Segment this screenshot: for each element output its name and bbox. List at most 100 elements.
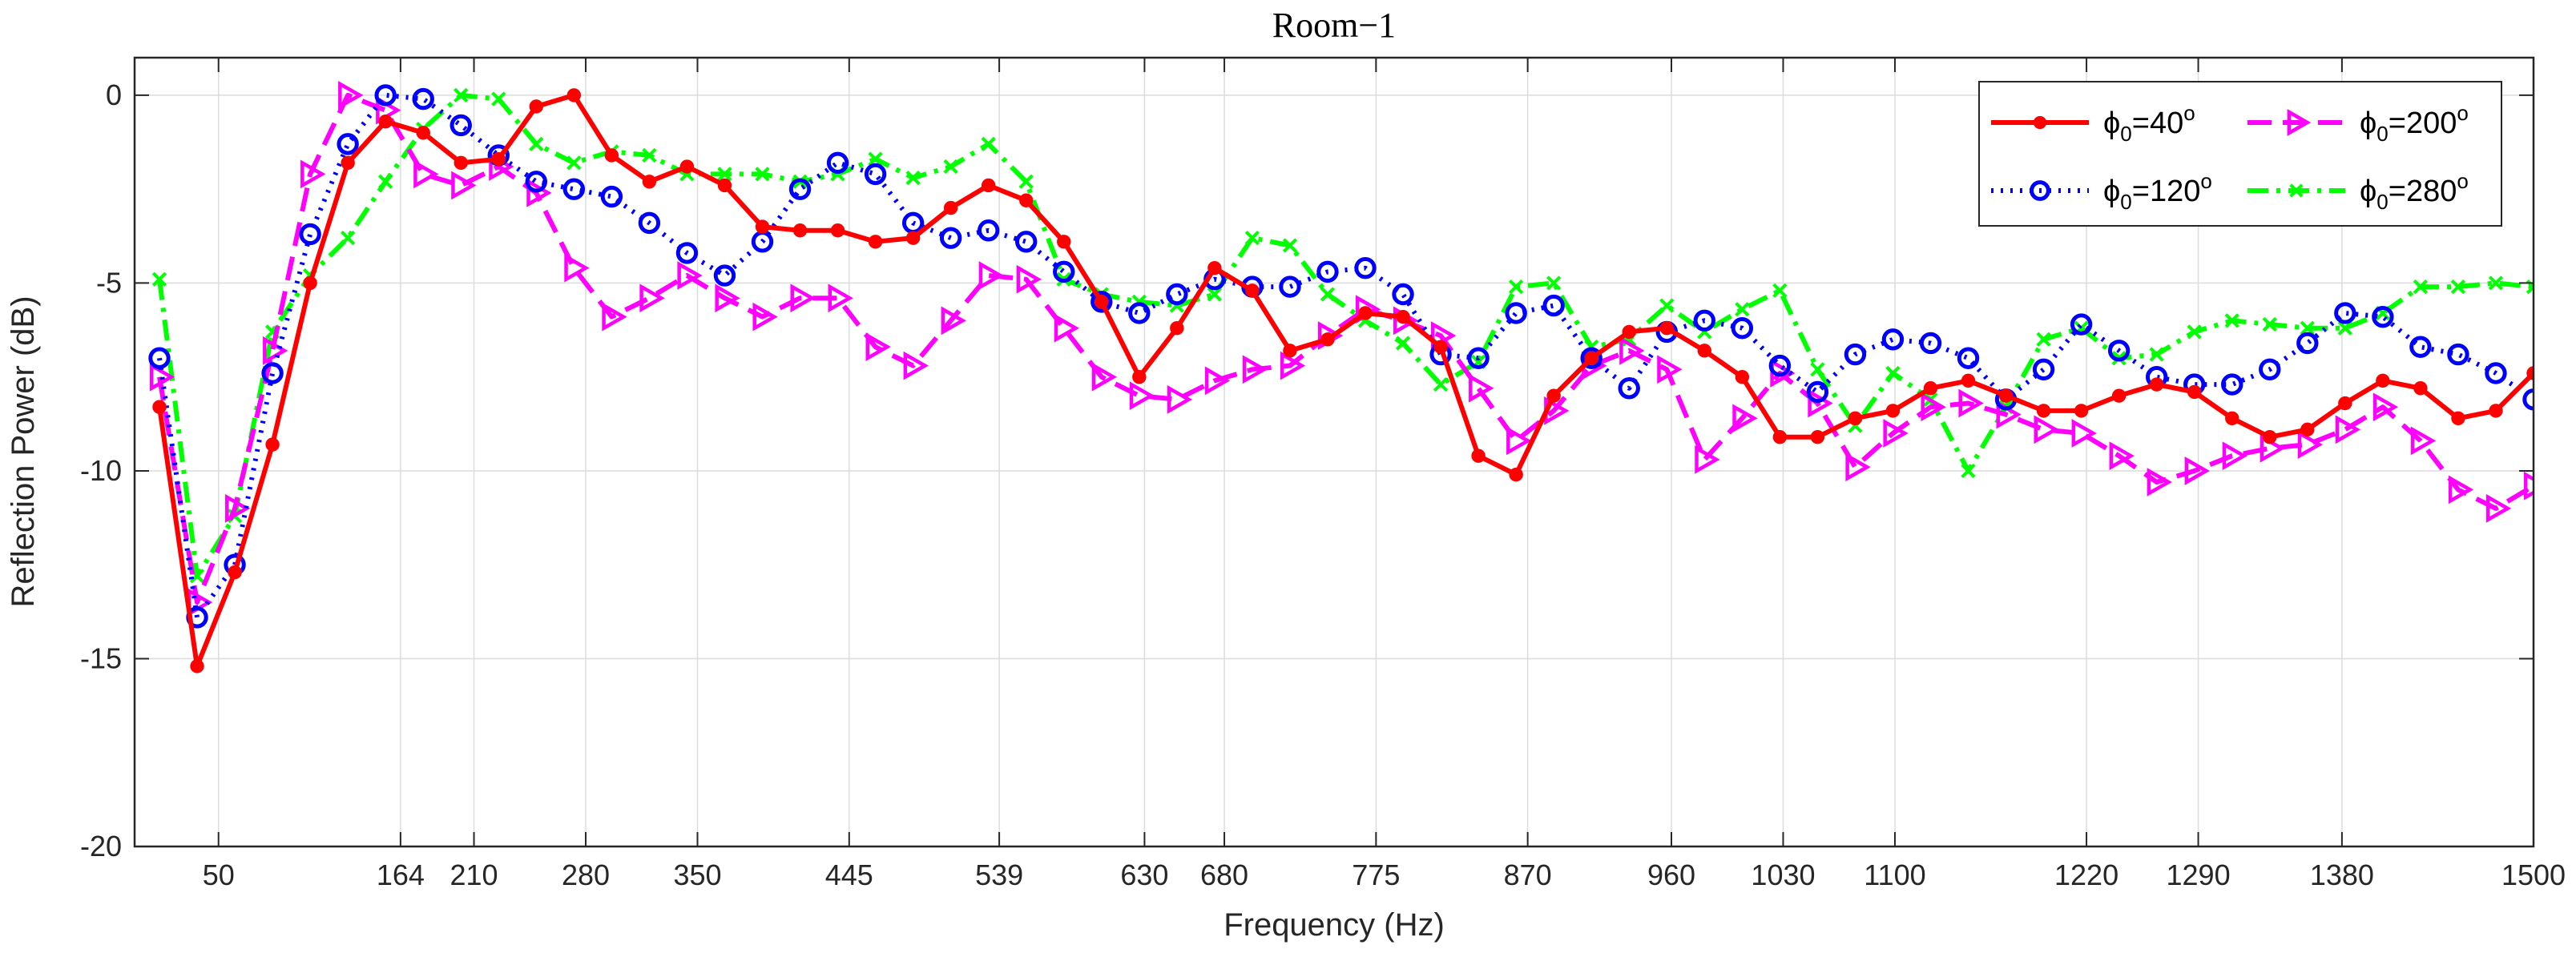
data-point	[2071, 419, 2097, 448]
data-point	[2488, 275, 2504, 291]
data-point	[755, 219, 770, 234]
data-point	[1471, 448, 1486, 463]
data-point	[2074, 404, 2089, 418]
data-point	[338, 81, 364, 110]
data-point	[1320, 287, 1336, 302]
data-point	[941, 306, 966, 336]
data-point	[1731, 317, 1754, 340]
data-point	[2033, 115, 2047, 130]
y-tick-label: -20	[80, 830, 122, 863]
legend-item: ϕ0=280o	[2247, 169, 2469, 214]
data-point	[1618, 377, 1640, 400]
data-point	[2297, 430, 2324, 459]
data-point	[868, 235, 883, 249]
data-point	[2149, 347, 2164, 362]
x-tick-label: 164	[377, 858, 425, 891]
data-point	[228, 565, 242, 580]
y-tick-label: 0	[106, 78, 122, 111]
data-point	[491, 91, 506, 107]
x-tick-label: 350	[673, 858, 721, 891]
data-point	[864, 163, 887, 186]
data-point	[981, 136, 996, 151]
data-point	[1998, 388, 2014, 403]
data-point	[1245, 283, 1260, 298]
data-point	[525, 171, 548, 193]
data-point	[2221, 373, 2243, 396]
data-point	[981, 178, 996, 193]
data-point	[299, 223, 321, 246]
data-point	[1283, 344, 1297, 358]
data-point	[826, 151, 849, 175]
data-point	[868, 151, 883, 167]
data-point	[2409, 336, 2432, 358]
data-point	[1396, 309, 1410, 324]
data-point	[529, 99, 544, 114]
data-point	[715, 283, 740, 313]
data-point	[1320, 332, 1335, 347]
data-point	[1280, 351, 1306, 380]
data-point	[830, 223, 845, 238]
data-point	[2413, 381, 2428, 396]
data-point	[1697, 344, 1712, 358]
data-point	[412, 87, 434, 111]
data-point	[261, 362, 284, 384]
data-point	[564, 253, 590, 283]
legend-label: ϕ0=40o	[2103, 101, 2195, 146]
y-tick-label: -10	[80, 454, 122, 487]
data-point	[2222, 441, 2247, 471]
x-tick-label: 960	[1647, 858, 1695, 891]
data-point	[265, 437, 280, 452]
legend-label: ϕ0=280o	[2360, 169, 2469, 214]
data-point	[2300, 320, 2315, 336]
data-point	[1505, 302, 1527, 324]
legend: ϕ0=40o ϕ0=200o ϕ0=120o ϕ0=280o	[1978, 81, 2502, 227]
data-point	[939, 227, 962, 249]
grid	[135, 58, 2534, 847]
data-point	[2410, 426, 2437, 456]
data-point	[943, 159, 958, 175]
data-point	[2489, 404, 2503, 418]
data-point	[905, 231, 921, 245]
data-point	[449, 114, 472, 137]
data-point	[2335, 415, 2361, 444]
data-point	[2296, 332, 2319, 355]
data-point	[2334, 302, 2356, 324]
data-point	[151, 271, 167, 287]
y-tick-label: -5	[96, 266, 122, 299]
data-point	[642, 175, 657, 189]
legend-label: ϕ0=120o	[2103, 169, 2212, 214]
data-point	[1810, 430, 1825, 444]
data-point	[2107, 340, 2131, 362]
data-point	[1354, 256, 1377, 279]
data-point	[1848, 411, 1863, 425]
x-tick-label: 870	[1504, 858, 1552, 891]
data-point	[679, 159, 695, 174]
data-point	[303, 275, 317, 291]
data-point	[1358, 306, 1373, 320]
data-point	[1657, 355, 1683, 384]
data-point	[675, 242, 699, 264]
data-point	[1957, 347, 1980, 369]
data-point	[1506, 426, 1532, 456]
data-point	[2448, 475, 2474, 505]
x-tick-label: 1290	[2167, 858, 2231, 891]
data-point	[2032, 358, 2055, 381]
data-point	[2287, 109, 2312, 136]
y-axis-label: Reflection Power (dB)	[6, 296, 41, 607]
data-point	[1395, 336, 1411, 351]
data-point	[149, 362, 175, 392]
data-point	[2447, 343, 2469, 366]
data-point	[454, 87, 469, 103]
data-point	[190, 659, 204, 674]
data-point	[1885, 404, 1901, 418]
data-point	[378, 174, 393, 189]
data-point	[529, 136, 544, 151]
data-point	[717, 167, 732, 182]
data-point	[1844, 343, 1867, 366]
data-point	[566, 88, 582, 103]
data-point	[526, 178, 552, 207]
data-point	[2147, 468, 2172, 497]
data-point	[865, 332, 891, 362]
data-point	[1132, 369, 1147, 384]
data-point	[2034, 415, 2059, 444]
